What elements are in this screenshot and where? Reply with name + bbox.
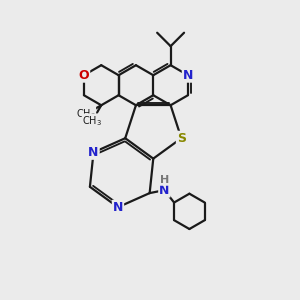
Text: $\mathsf{CH_3}$: $\mathsf{CH_3}$ — [76, 107, 96, 121]
Text: N: N — [183, 69, 193, 82]
Text: H: H — [160, 175, 169, 185]
Text: N: N — [113, 201, 123, 214]
Text: S: S — [177, 132, 186, 145]
Text: N: N — [88, 146, 99, 159]
Text: O: O — [79, 69, 89, 82]
Text: $\mathsf{CH_3}$: $\mathsf{CH_3}$ — [82, 114, 102, 128]
Text: N: N — [159, 184, 170, 197]
